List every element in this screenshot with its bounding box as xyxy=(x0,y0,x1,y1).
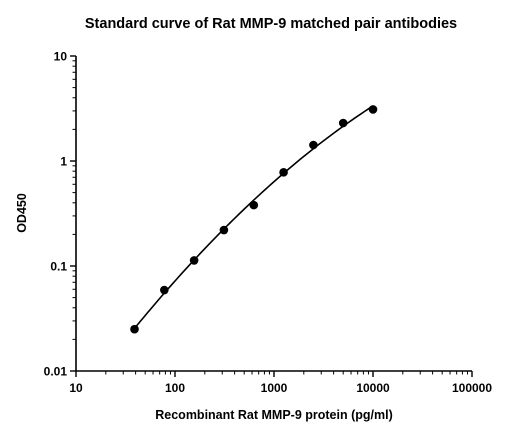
x-axis-label: Recombinant Rat MMP-9 protein (pg/ml) xyxy=(155,408,393,422)
data-point xyxy=(309,140,318,150)
data-point xyxy=(368,105,378,114)
data-point xyxy=(219,225,229,235)
fit-curve xyxy=(133,105,374,329)
x-tick-label: 100000 xyxy=(452,381,492,395)
data-point xyxy=(160,285,169,295)
chart-title: Standard curve of Rat MMP-9 matched pair… xyxy=(85,16,457,32)
y-axis-label: OD450 xyxy=(15,193,29,233)
x-tick-label: 100 xyxy=(165,381,185,395)
fit-curve-layer xyxy=(133,105,374,329)
data-point xyxy=(279,168,288,177)
data-point xyxy=(189,256,199,265)
x-tick-label: 10 xyxy=(69,381,83,395)
y-tick-label: 1 xyxy=(60,155,67,169)
data-points-layer xyxy=(130,105,378,334)
x-tick-label: 10000 xyxy=(356,381,390,395)
data-point xyxy=(249,200,259,210)
data-point xyxy=(338,118,348,128)
x-tick-label: 1000 xyxy=(261,381,288,395)
y-tick-label: 0.1 xyxy=(50,260,67,274)
y-tick-label: 0.01 xyxy=(44,365,68,379)
y-tick-label: 10 xyxy=(54,50,68,64)
data-point xyxy=(130,324,139,334)
axes: 10 100 1000 10000 100000 0.01 0.1 1 10 xyxy=(44,50,493,396)
